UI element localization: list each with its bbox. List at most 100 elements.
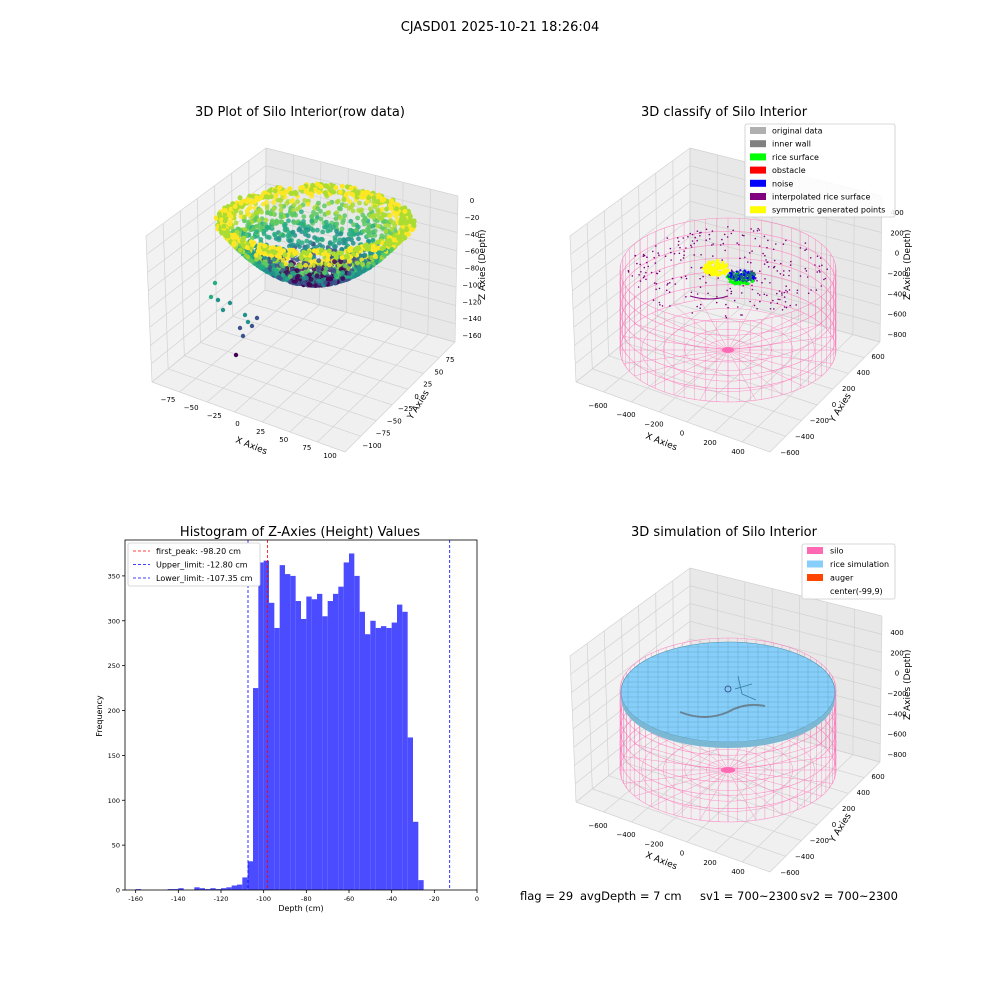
p2-interpolated-point [637, 286, 640, 288]
p1-point [216, 211, 222, 217]
p2-interpolated-point [779, 273, 782, 275]
p3-histogram-bar [253, 688, 259, 890]
p1-point [325, 210, 330, 216]
p4-center-marker [724, 685, 732, 693]
p1-point [391, 237, 397, 243]
p1-point [316, 268, 322, 273]
p2-symmetric-point [703, 267, 706, 270]
p1-point [368, 206, 373, 212]
p1-point [362, 267, 367, 273]
p1-point [377, 194, 383, 200]
p1-point [348, 218, 354, 224]
p2-silo-floor-spoke [727, 312, 805, 351]
p1-point [232, 204, 238, 209]
p1-point [308, 191, 314, 197]
p2-silo-floor-ring [684, 328, 772, 372]
p2-silo-wireframe [619, 217, 837, 403]
p1-point [343, 192, 349, 198]
p4-z-tick: −200 [887, 690, 906, 698]
p1-outlier-point [212, 280, 218, 286]
p1-point [246, 221, 252, 227]
p1-x-tick: 0 [235, 420, 239, 428]
p2-z-tick: 400 [890, 209, 903, 217]
footer-sv2: sv2 = 700~2300 [800, 889, 898, 903]
p2-interpolated-point [739, 257, 741, 260]
p2-interpolated-point [655, 288, 657, 291]
p3-histogram-bar [167, 889, 173, 890]
p2-interpolated-point [653, 256, 655, 259]
p1-point [279, 190, 285, 196]
p1-outlier-point [237, 325, 243, 331]
p1-point [275, 197, 281, 203]
p1-point [348, 185, 354, 191]
p1-point [381, 252, 387, 258]
p2-interpolated-point [729, 287, 732, 290]
p2-interpolated-point [773, 308, 775, 310]
p1-point [290, 229, 296, 235]
p4-y-tick: 0 [832, 821, 836, 829]
grid-line [575, 801, 771, 873]
p1-point [347, 259, 352, 264]
p3-histogram-bar [407, 737, 413, 890]
p2-interpolated-point [657, 252, 659, 254]
p2-legend-swatch [750, 140, 766, 148]
p2-interpolated-point [753, 304, 756, 307]
p2-interpolated-point [806, 276, 809, 278]
p2-interpolated-point [678, 252, 681, 255]
p2-legend-label: rice surface [772, 153, 819, 162]
grid-line [216, 329, 408, 390]
p2-interpolated-point [805, 248, 808, 250]
p4-z-tick: −400 [887, 710, 906, 718]
p2-symmetric-point [707, 268, 711, 271]
p2-interpolated-point [685, 277, 688, 280]
p2-interpolated-point [764, 278, 766, 280]
p2-interpolated-point [683, 254, 685, 256]
p2-legend-label: inner wall [772, 140, 811, 149]
p3-histogram-bars [135, 553, 424, 890]
p2-y-tick: −400 [795, 433, 814, 441]
p2-x-tick-labels: −600 −400 −200 0 200 400 [588, 402, 744, 456]
p2-interpolated-point [775, 243, 777, 245]
p2-symmetric-point [719, 263, 723, 267]
p3-histogram-bar [370, 620, 376, 890]
p1-point [332, 237, 338, 243]
grid-line [569, 567, 691, 657]
p2-interpolated-point [711, 230, 714, 232]
p2-interpolated-point [639, 263, 641, 266]
p2-interpolated-point [750, 228, 752, 230]
grid-line [575, 289, 691, 383]
p1-point [383, 219, 389, 224]
p2-interpolated-point [696, 230, 699, 232]
p1-outlier-point [245, 319, 251, 325]
p2-x-tick: 200 [703, 439, 716, 447]
p3-legend-label: first_peak: -98.20 cm [156, 547, 241, 556]
p2-interpolated-point [738, 243, 740, 246]
p2-noise-point [746, 276, 749, 280]
p4-y-tick: 400 [857, 789, 870, 797]
p2-interpolated-point [699, 286, 702, 289]
p1-outlier-point [215, 297, 221, 303]
p4-z-tick: −600 [887, 731, 906, 739]
p3-histogram-bar [135, 889, 141, 890]
p4-y-tick: −200 [810, 837, 829, 845]
p2-interpolated-point [758, 229, 761, 231]
p3-histogram-bar [290, 575, 296, 890]
p3-y-axis-label: Frequency [95, 695, 104, 737]
p2-noise-point [743, 269, 746, 272]
p1-point [328, 281, 334, 287]
p1-point [348, 245, 354, 251]
p2-noise-point [740, 272, 743, 276]
p1-point [368, 213, 374, 219]
p4-auger-mark [734, 675, 757, 701]
p3-histogram-bar [338, 586, 344, 890]
grid-line [714, 746, 826, 853]
p1-point [379, 246, 385, 252]
grid-line [657, 315, 849, 374]
grid-line [151, 381, 346, 453]
p4-x-tick: 0 [680, 850, 684, 858]
p2-legend-label: original data [772, 127, 823, 136]
p1-x-tick: 50 [279, 436, 288, 444]
p2-noise-point [735, 276, 738, 279]
p1-point [320, 229, 326, 235]
